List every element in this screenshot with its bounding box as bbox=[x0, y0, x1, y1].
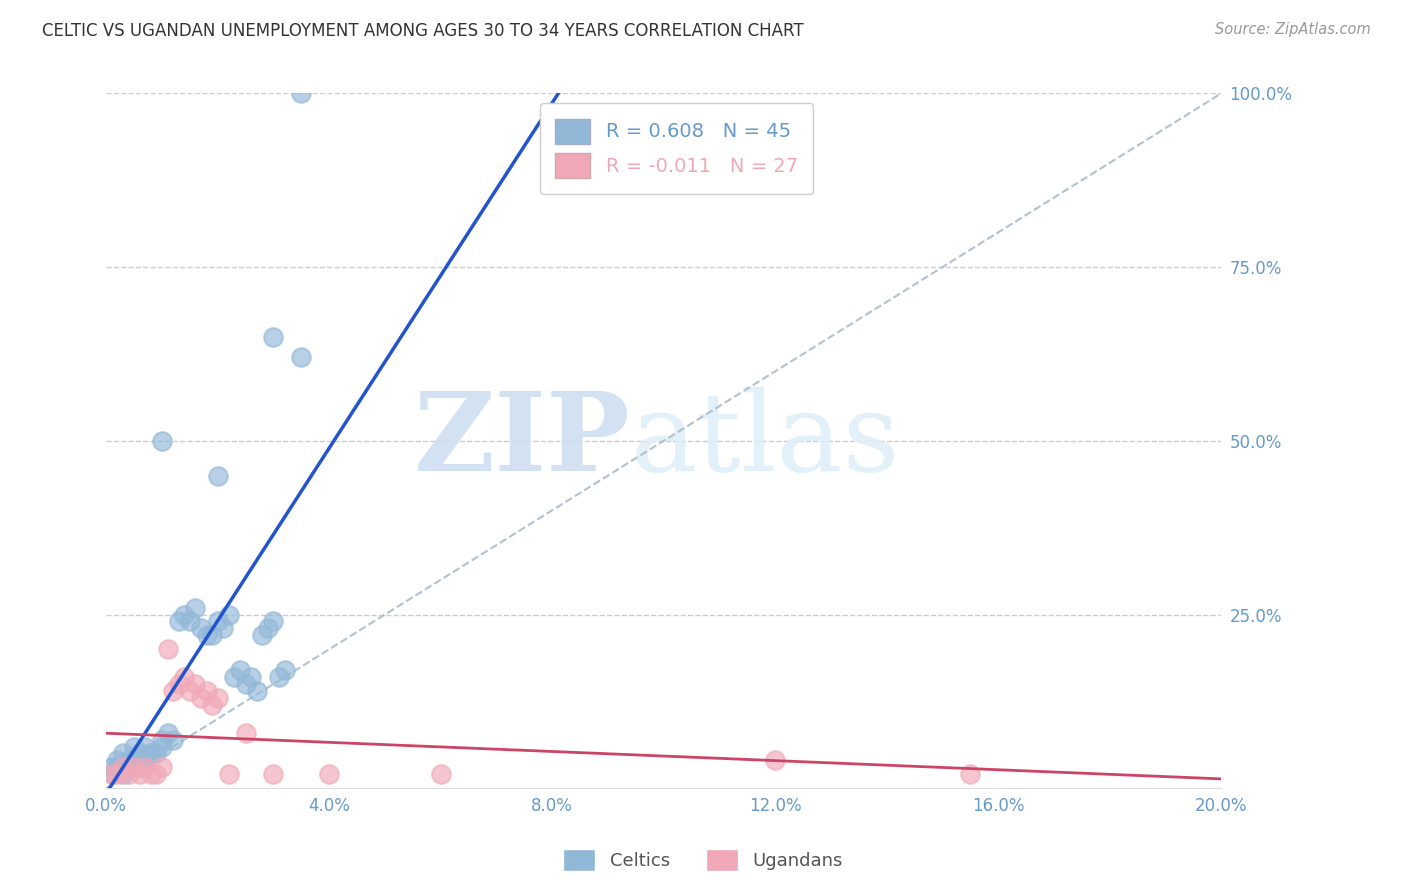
Point bbox=[156, 725, 179, 739]
Point bbox=[111, 767, 134, 781]
Point bbox=[201, 698, 224, 712]
Point bbox=[263, 329, 285, 343]
Point bbox=[101, 760, 124, 774]
Legend: Celtics, Ugandans: Celtics, Ugandans bbox=[555, 842, 851, 879]
Point bbox=[105, 754, 128, 768]
Point bbox=[201, 628, 224, 642]
Point bbox=[190, 621, 212, 635]
Point bbox=[145, 767, 167, 781]
Point bbox=[257, 621, 280, 635]
Point bbox=[111, 747, 134, 761]
Point bbox=[212, 621, 235, 635]
Point bbox=[429, 767, 451, 781]
Point bbox=[263, 615, 285, 629]
Point bbox=[763, 754, 786, 768]
Point bbox=[117, 760, 139, 774]
Point bbox=[122, 760, 145, 774]
Point bbox=[117, 754, 139, 768]
Point bbox=[246, 684, 269, 698]
Point bbox=[134, 760, 156, 774]
Legend: R = 0.608   N = 45, R = -0.011   N = 27: R = 0.608 N = 45, R = -0.011 N = 27 bbox=[540, 103, 814, 194]
Point bbox=[224, 670, 246, 684]
Text: CELTIC VS UGANDAN UNEMPLOYMENT AMONG AGES 30 TO 34 YEARS CORRELATION CHART: CELTIC VS UGANDAN UNEMPLOYMENT AMONG AGE… bbox=[42, 22, 804, 40]
Point bbox=[167, 677, 190, 691]
Point bbox=[318, 767, 340, 781]
Point bbox=[207, 615, 229, 629]
Point bbox=[263, 767, 285, 781]
Point bbox=[139, 767, 162, 781]
Point bbox=[290, 351, 312, 365]
Point bbox=[229, 663, 252, 677]
Point bbox=[290, 87, 312, 101]
Point bbox=[101, 767, 124, 781]
Point bbox=[128, 760, 150, 774]
Point bbox=[122, 739, 145, 754]
Point bbox=[173, 607, 195, 622]
Text: ZIP: ZIP bbox=[413, 387, 630, 494]
Point bbox=[128, 747, 150, 761]
Point bbox=[134, 739, 156, 754]
Point bbox=[145, 747, 167, 761]
Point bbox=[252, 628, 274, 642]
Point bbox=[167, 615, 190, 629]
Point bbox=[134, 754, 156, 768]
Point bbox=[150, 434, 173, 448]
Point bbox=[235, 725, 257, 739]
Text: Source: ZipAtlas.com: Source: ZipAtlas.com bbox=[1215, 22, 1371, 37]
Point bbox=[128, 767, 150, 781]
Point bbox=[195, 628, 218, 642]
Point bbox=[173, 670, 195, 684]
Point bbox=[150, 739, 173, 754]
Point bbox=[959, 767, 981, 781]
Point bbox=[111, 760, 134, 774]
Point bbox=[207, 468, 229, 483]
Point bbox=[122, 754, 145, 768]
Point bbox=[184, 677, 207, 691]
Point bbox=[273, 663, 295, 677]
Point bbox=[267, 670, 290, 684]
Point bbox=[184, 600, 207, 615]
Point bbox=[101, 767, 124, 781]
Point bbox=[179, 615, 201, 629]
Text: atlas: atlas bbox=[630, 387, 900, 494]
Point bbox=[179, 684, 201, 698]
Point bbox=[235, 677, 257, 691]
Point bbox=[105, 767, 128, 781]
Point bbox=[156, 642, 179, 657]
Point bbox=[195, 684, 218, 698]
Point bbox=[240, 670, 263, 684]
Point bbox=[105, 760, 128, 774]
Point bbox=[150, 732, 173, 747]
Point bbox=[139, 747, 162, 761]
Point bbox=[162, 732, 184, 747]
Point bbox=[150, 760, 173, 774]
Point bbox=[218, 767, 240, 781]
Point bbox=[207, 690, 229, 705]
Point bbox=[162, 684, 184, 698]
Point bbox=[190, 690, 212, 705]
Point bbox=[117, 767, 139, 781]
Point bbox=[218, 607, 240, 622]
